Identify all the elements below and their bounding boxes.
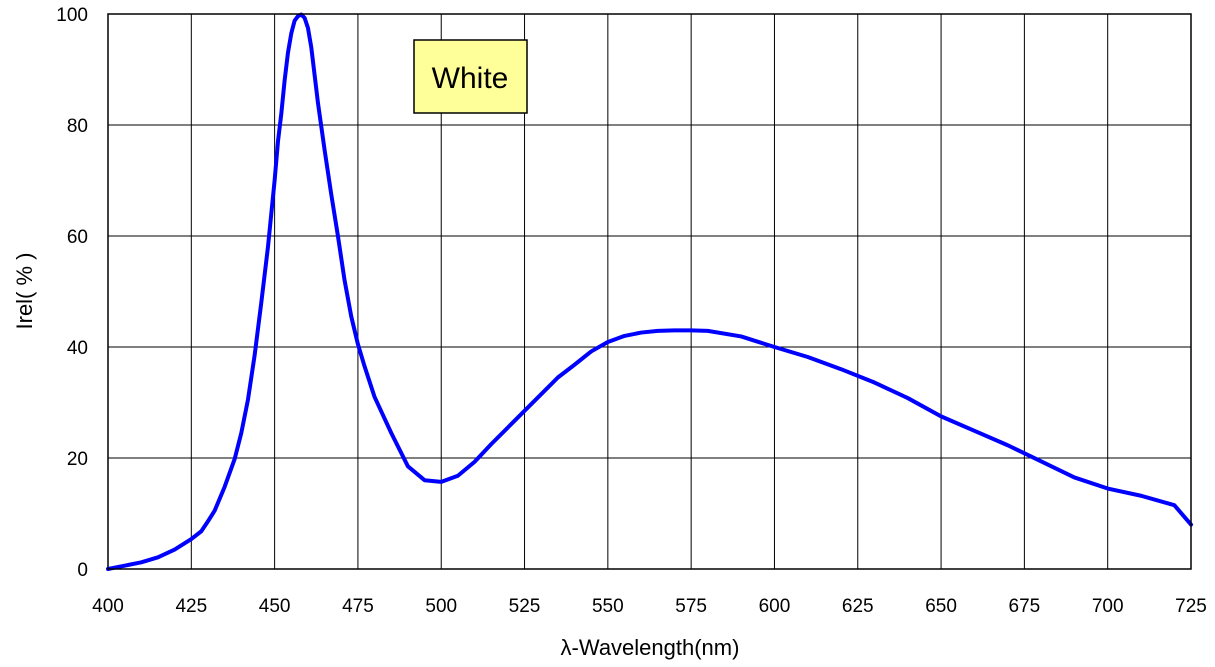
series-line — [106, 12, 1193, 571]
plot-border — [107, 13, 1192, 570]
x-tick-labels: 400 425 450 475 500 525 550 575 600 625 650 675 700 7… — [92, 596, 1207, 617]
x-tick-label: 600 — [759, 596, 791, 617]
plot-area — [108, 14, 1191, 569]
x-tick-label: 500 — [425, 596, 457, 617]
y-tick-label: 40 — [67, 338, 88, 359]
x-tick-label: 625 — [842, 596, 874, 617]
x-tick-label: 650 — [925, 596, 957, 617]
y-tick-label: 100 — [56, 5, 88, 26]
y-axis-title: Irel( % ) — [12, 253, 37, 330]
y-tick-label: 20 — [67, 449, 88, 470]
x-tick-label: 475 — [342, 596, 374, 617]
y-tick-labels: 0 20 40 60 80 100 — [56, 5, 88, 581]
x-tick-label: 400 — [92, 596, 124, 617]
x-tick-label: 725 — [1175, 596, 1207, 617]
x-tick-label: 550 — [592, 596, 624, 617]
x-tick-label: 425 — [175, 596, 207, 617]
x-tick-label: 525 — [509, 596, 541, 617]
x-tick-label: 675 — [1009, 596, 1041, 617]
annotation-label: White — [432, 62, 509, 95]
y-tick-label: 80 — [67, 116, 88, 137]
x-tick-label: 450 — [259, 596, 291, 617]
y-tick-label: 0 — [77, 560, 88, 581]
y-tick-label: 60 — [67, 227, 88, 248]
annotation-rect — [413, 39, 528, 114]
x-axis-title: λ-Wavelength(nm) — [561, 635, 740, 660]
x-tick-label: 575 — [675, 596, 707, 617]
annotation-box: White — [413, 39, 528, 114]
x-tick-label: 700 — [1092, 596, 1124, 617]
